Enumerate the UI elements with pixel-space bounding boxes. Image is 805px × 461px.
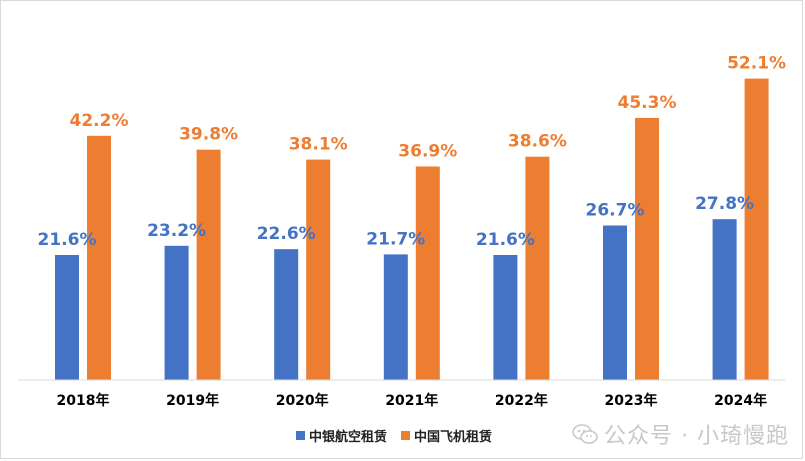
data-label-series-1-2: 23.2%: [147, 221, 206, 241]
legend-label-series-1: 中银航空租赁: [309, 430, 388, 445]
watermark: 公众号 · 小琦慢跑: [572, 418, 789, 450]
data-label-series-2-4: 36.9%: [398, 142, 457, 162]
data-label-series-1-5: 21.6%: [476, 230, 535, 250]
x-tick-label-5: 2022年: [495, 392, 548, 409]
x-tick-label-7: 2024年: [714, 392, 767, 409]
legend-item-series-1: 中银航空租赁: [296, 426, 387, 445]
legend-label-series-2: 中国飞机租赁: [414, 430, 493, 445]
data-label-series-2-6: 45.3%: [618, 93, 677, 113]
data-label-series-1-4: 21.7%: [366, 229, 425, 249]
data-label-series-1-1: 21.6%: [38, 230, 97, 250]
bars-group: [55, 78, 769, 381]
bar-series-2-7: [744, 78, 769, 380]
data-label-series-2-7: 52.1%: [727, 54, 786, 74]
x-tick-label-3: 2020年: [276, 392, 329, 409]
bar-series-1-2: [164, 245, 189, 380]
bar-series-2-2: [196, 149, 221, 380]
legend-swatch-series-2: [401, 431, 411, 440]
data-label-series-1-3: 22.6%: [257, 224, 316, 244]
legend-swatch-series-1: [296, 431, 305, 440]
x-tick-label-1: 2018年: [57, 392, 110, 409]
data-label-series-2-1: 42.2%: [70, 111, 129, 131]
bar-series-1-6: [603, 225, 627, 380]
legend-item-series-2: 中国飞机租赁: [401, 426, 492, 445]
data-label-series-1-6: 26.7%: [586, 201, 645, 221]
data-label-series-2-2: 39.8%: [179, 125, 238, 145]
bar-series-2-6: [635, 117, 659, 381]
watermark-text: 公众号 · 小琦慢跑: [604, 424, 789, 449]
data-label-series-2-5: 38.6%: [508, 132, 567, 152]
legend: 中银航空租赁 中国飞机租赁: [296, 426, 492, 445]
bar-series-2-5: [525, 156, 550, 380]
x-ticks-group: 2018年 2019年 2020年 2021年 2022年 2023年 2024年: [57, 392, 768, 409]
x-tick-label-4: 2021年: [385, 392, 438, 409]
wechat-icon: [572, 423, 598, 445]
bar-series-1-7: [712, 219, 737, 380]
data-label-series-2-3: 38.1%: [289, 135, 348, 155]
bar-series-2-3: [306, 159, 331, 380]
bar-series-1-4: [383, 254, 408, 380]
bar-series-2-1: [87, 135, 111, 380]
bar-series-1-5: [493, 255, 518, 380]
data-labels-group: 21.6% 42.2% 23.2% 39.8% 22.6% 38.1% 21.7% 36.9%…: [38, 54, 787, 250]
bar-series-1-1: [55, 255, 79, 380]
bar-series-2-4: [415, 166, 440, 380]
data-label-series-1-7: 27.8%: [695, 194, 754, 214]
bar-series-1-3: [274, 249, 299, 380]
x-tick-label-6: 2023年: [605, 392, 658, 409]
x-tick-label-2: 2019年: [166, 392, 219, 409]
